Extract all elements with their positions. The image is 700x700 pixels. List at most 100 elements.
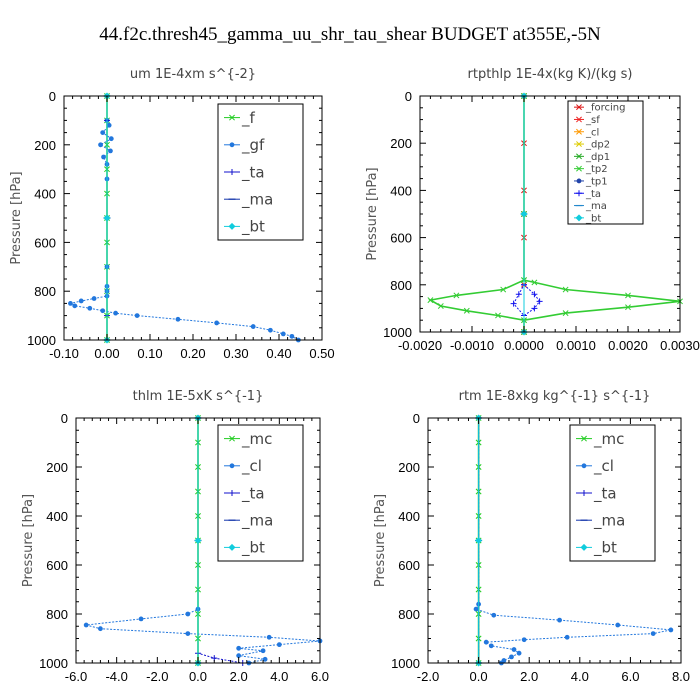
data-point: [268, 327, 273, 333]
x-tick-label: 8.0: [672, 669, 690, 684]
legend-entry: _dp2: [574, 140, 610, 151]
data-point: [78, 298, 84, 304]
legend-swatch-marker: [228, 543, 236, 551]
legend-entry: _ma: [224, 511, 273, 530]
x-tick-label: -2.0: [146, 669, 168, 684]
data-point: [175, 316, 181, 322]
legend-swatch-marker: [576, 165, 582, 172]
series-line: [197, 418, 243, 664]
y-tick-label: 400: [34, 187, 56, 202]
legend-entry: _bt: [224, 218, 265, 237]
data-point: [108, 148, 113, 154]
data-point: [100, 130, 106, 136]
legend-entry: _ma: [576, 511, 625, 530]
panel-rtpthlp: rtpthlp 1E-4x(kg K)/(kg s) Pressure [hPa]…: [365, 67, 700, 353]
x-tick-label: 0.0010: [556, 338, 596, 353]
data-point: [98, 142, 103, 148]
data-point: [103, 214, 111, 222]
x-tick-label: 2.0: [520, 669, 538, 684]
panel-title: um 1E-4xm s^{-2}: [130, 67, 256, 82]
legend-entry: _ta: [574, 189, 601, 200]
legend-label: _ma: [585, 201, 607, 212]
data-point: [98, 626, 103, 632]
data-point: [531, 279, 538, 286]
y-tick-label: 0: [405, 89, 412, 104]
legend-label: _cl: [585, 127, 599, 138]
legend-entry: _ta: [224, 163, 265, 182]
x-tick-label: 0.10: [137, 346, 162, 361]
panel-rtm: rtm 1E-8xkg kg^{-1} s^{-1} Pressure [hPa]…: [373, 389, 690, 684]
legend-swatch-marker: [229, 142, 235, 148]
legend-label: _ta: [585, 189, 601, 200]
legend: _forcing_sf_cl _dp2_dp1_tp2_tp1 _ta_ma_bt: [567, 100, 644, 225]
data-point: [483, 639, 489, 645]
legend-swatch-marker: [576, 128, 582, 135]
data-point: [289, 333, 295, 339]
legend-entry: _ta: [576, 484, 617, 503]
x-tick-label: -4.0: [105, 669, 127, 684]
x-tick-label: 0.20: [180, 346, 205, 361]
y-tick-label: 0: [61, 411, 68, 426]
data-point: [280, 331, 286, 337]
y-tick-label: 1000: [39, 656, 68, 671]
data-point: [488, 643, 494, 649]
panel-title: thlm 1E-5xK s^{-1}: [133, 389, 264, 404]
legend-swatch-marker: [229, 169, 235, 175]
y-tick-label: 800: [46, 607, 68, 622]
y-tick-label: 0: [49, 89, 56, 104]
legend-label: _ta: [241, 484, 265, 503]
data-point: [72, 303, 78, 309]
series-bt: [475, 414, 483, 667]
x-tick-label: 0.0020: [608, 338, 648, 353]
data-point: [516, 650, 522, 656]
legend-label: _ta: [593, 484, 617, 503]
data-point: [185, 631, 191, 636]
data-point: [515, 291, 522, 298]
legend-entry: _sf: [574, 115, 600, 126]
legend-label: _ta: [241, 163, 265, 182]
x-tick-label: 0.40: [266, 346, 291, 361]
panel-title: rtm 1E-8xkg kg^{-1} s^{-1}: [459, 389, 651, 404]
data-point: [531, 291, 538, 298]
legend-label: _ma: [241, 511, 273, 530]
data-point: [453, 292, 460, 299]
legend-entry: _ma: [224, 190, 273, 209]
legend: _mc _cl _ta _ma _bt: [217, 424, 304, 562]
legend: _f _gf _ta _ma _bt: [217, 103, 304, 241]
x-tick-label: 0.00: [94, 346, 119, 361]
data-point: [491, 612, 497, 618]
legend-entry: _mc: [224, 430, 272, 449]
y-axis-label: Pressure [hPa]: [373, 494, 388, 587]
legend-swatch-marker: [581, 435, 587, 442]
panel-um: um 1E-4xm s^{-2} Pressure [hPa] 0 200 400 600…: [9, 67, 335, 361]
data-point: [113, 310, 118, 316]
data-point: [138, 616, 144, 622]
data-point: [437, 303, 444, 309]
data-point: [531, 305, 538, 312]
series-line: [475, 418, 672, 664]
legend-entry: _cl: [224, 457, 262, 476]
data-point: [475, 537, 483, 544]
data-point: [509, 654, 514, 660]
y-tick-label: 1000: [383, 325, 412, 340]
x-tick-label: 0.0000: [504, 338, 544, 353]
legend-label: _mc: [241, 430, 272, 449]
data-point: [495, 312, 501, 319]
legend-label: _sf: [585, 115, 600, 126]
x-tick-label: 2.0: [230, 669, 248, 684]
x-tick-label: 0.0: [470, 669, 488, 684]
legend-swatch-marker: [229, 435, 235, 442]
data-point: [562, 286, 569, 293]
y-tick-label: 200: [398, 460, 420, 475]
y-tick-label: 800: [34, 284, 56, 299]
legend-entry: _ta: [224, 484, 265, 503]
x-tick-label: -2.0: [417, 669, 439, 684]
series-bt: [520, 92, 528, 336]
x-tick-label: -0.0020: [398, 338, 442, 353]
legend-swatch-marker: [576, 153, 582, 160]
legend-entry: _tp1: [574, 176, 608, 187]
legend-label: _cl: [593, 457, 614, 476]
legend-entry: _cl: [576, 457, 614, 476]
data-point: [427, 297, 434, 304]
legend-swatch-marker: [575, 214, 583, 222]
